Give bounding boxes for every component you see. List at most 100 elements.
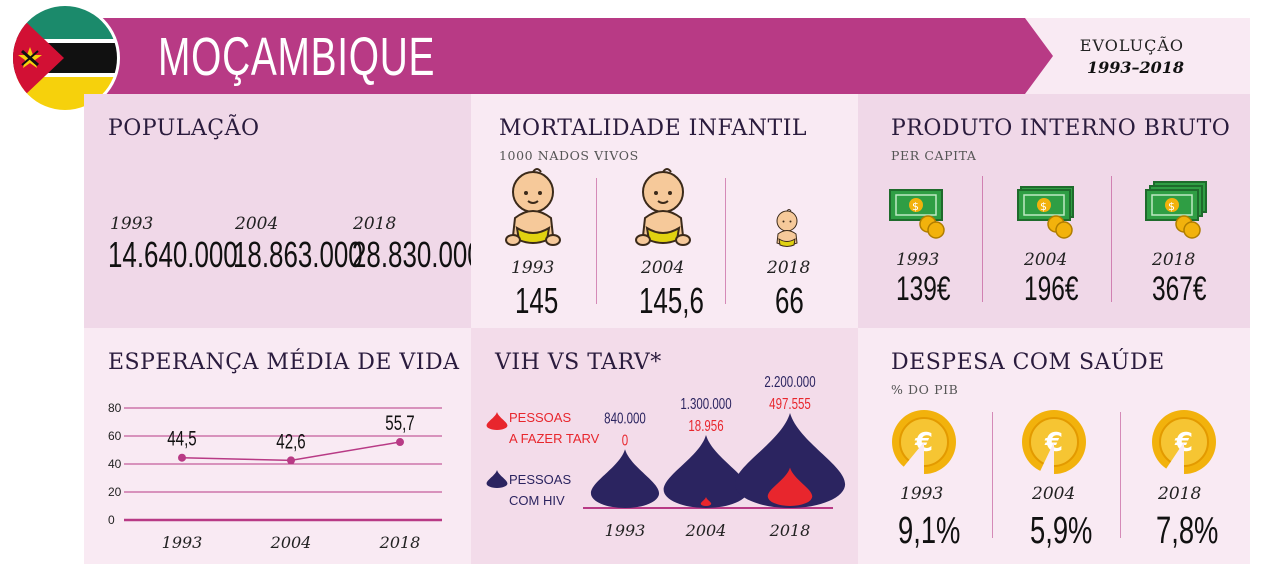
- health-year-2004: 2004: [1032, 484, 1076, 504]
- data-point: [396, 438, 404, 447]
- data-label: 44,5: [167, 426, 196, 450]
- health-spending-panel: DESPESA COM SAÚDE % DO PIB € € € 1993 2004…: [858, 328, 1250, 564]
- tarv-drop: [700, 497, 712, 506]
- money-icon: $: [1017, 186, 1074, 239]
- y-tick-label: 60: [108, 429, 122, 443]
- divider: [1111, 176, 1112, 302]
- life-expectancy-panel: ESPERANÇA MÉDIA DE VIDA 80 60 40 20 0 44,5 199…: [84, 328, 471, 564]
- infant-year-1993: 1993: [511, 258, 555, 278]
- divider: [1120, 412, 1121, 538]
- hiv-drop: [590, 449, 660, 508]
- health-spending-title: DESPESA COM SAÚDE: [891, 350, 1165, 375]
- health-spending-subtitle: % DO PIB: [891, 382, 959, 397]
- x-tick-label: 1993: [605, 521, 646, 540]
- gdp-panel: PRODUTO INTERNO BRUTO PER CAPITA $ $ $ 1…: [858, 94, 1250, 328]
- x-tick-label: 1993: [162, 533, 203, 552]
- infant-value-2018: 66: [775, 280, 804, 321]
- gdp-year-1993: 1993: [896, 250, 940, 270]
- svg-text:$: $: [1040, 200, 1047, 213]
- coin-share-wedge: [1165, 442, 1184, 476]
- data-point: [287, 456, 295, 465]
- data-label: 55,7: [385, 411, 414, 435]
- gdp-value-2018: 367€: [1152, 270, 1207, 308]
- x-tick-label: 2004: [270, 533, 312, 552]
- gdp-value-1993: 139€: [896, 270, 951, 308]
- gdp-title: PRODUTO INTERNO BRUTO: [891, 116, 1231, 141]
- population-value-2018: 28.830.000: [352, 234, 482, 275]
- divider: [596, 178, 597, 304]
- divider: [725, 178, 726, 304]
- infant-mortality-subtitle: 1000 NADOS VIVOS: [499, 148, 639, 163]
- hiv-value-label: 1.300.000: [680, 394, 731, 412]
- health-value-2004: 5,9%: [1030, 510, 1093, 552]
- y-tick-label: 80: [108, 401, 122, 415]
- legend-label: PESSOAS: [509, 410, 571, 425]
- legend-label: PESSOAS: [509, 472, 571, 487]
- evolution-tag-shape: [1025, 18, 1250, 94]
- population-panel: POPULAÇÃO 1993 2004 2018 14.640.000 18.8…: [84, 94, 482, 328]
- infant-year-2004: 2004: [641, 258, 685, 278]
- hiv-chart: PESSOAS A FAZER TARV PESSOAS COM HIV 840.000…: [486, 372, 846, 540]
- population-value-2004: 18.863.000: [233, 234, 363, 275]
- y-tick-label: 40: [108, 457, 122, 471]
- infant-mortality-title: MORTALIDADE INFANTIL: [499, 116, 808, 141]
- euro-symbol: €: [1044, 428, 1063, 458]
- tarv-value-label: 0: [622, 430, 629, 448]
- population-year-2018: 2018: [353, 214, 397, 234]
- tarv-drop: [767, 467, 813, 506]
- infant-mortality-panel: MORTALIDADE INFANTIL 1000 NADOS VIVOS 19…: [471, 94, 858, 328]
- money-icon: $: [889, 189, 945, 239]
- y-tick-label: 0: [108, 513, 115, 527]
- gdp-year-2004: 2004: [1024, 250, 1068, 270]
- legend-hiv-drop: [486, 470, 508, 488]
- baby-icon: [776, 209, 798, 247]
- gdp-year-2018: 2018: [1152, 250, 1196, 270]
- life-expectancy-chart: 80 60 40 20 0 44,5 1993 42,6 2004 55,7 2018: [108, 401, 442, 552]
- x-tick-label: 2018: [379, 533, 421, 552]
- infant-value-1993: 145: [515, 280, 559, 321]
- y-tick-label: 20: [108, 485, 122, 499]
- hiv-value-label: 840.000: [604, 408, 646, 426]
- evolution-tag: EVOLUÇÃO 1993–2018: [1025, 18, 1250, 94]
- tarv-value-label: 18.956: [688, 416, 723, 434]
- health-year-2018: 2018: [1158, 484, 1202, 504]
- life-expectancy-title: ESPERANÇA MÉDIA DE VIDA: [108, 350, 460, 375]
- page-title: MOÇAMBIQUE: [158, 27, 436, 87]
- baby-icon: [635, 168, 691, 246]
- infant-year-2018: 2018: [767, 258, 811, 278]
- baby-icon: [505, 168, 561, 246]
- coin-share-wedge: [1039, 442, 1054, 476]
- evolution-label: EVOLUÇÃO: [1079, 36, 1184, 55]
- data-label: 42,6: [276, 429, 305, 453]
- hiv-drop: [734, 413, 846, 508]
- hiv-panel: VIH VS TARV* PESSOAS A FAZER TARV PESSOAS C…: [471, 328, 858, 564]
- gdp-subtitle: PER CAPITA: [891, 148, 977, 163]
- infant-value-2004: 145,6: [639, 280, 704, 321]
- population-year-1993: 1993: [110, 214, 154, 234]
- tarv-value-label: 497.555: [769, 394, 811, 412]
- divider: [992, 412, 993, 538]
- data-point: [178, 453, 186, 462]
- hiv-drop: [663, 434, 749, 508]
- health-year-1993: 1993: [900, 484, 944, 504]
- hiv-title: VIH VS TARV*: [495, 350, 662, 375]
- health-value-2018: 7,8%: [1156, 510, 1219, 552]
- x-tick-label: 2018: [769, 521, 811, 540]
- gdp-value-2004: 196€: [1024, 270, 1079, 308]
- population-title: POPULAÇÃO: [108, 116, 260, 141]
- hiv-value-label: 2.200.000: [764, 372, 815, 390]
- legend-label: COM HIV: [509, 493, 565, 508]
- svg-text:$: $: [912, 200, 919, 213]
- health-value-1993: 9,1%: [898, 510, 961, 552]
- coin-share-wedge: [902, 442, 924, 476]
- population-value-1993: 14.640.000: [108, 234, 238, 275]
- svg-text:$: $: [1168, 200, 1175, 213]
- x-tick-label: 2004: [685, 521, 727, 540]
- legend-tarv-drop: [486, 412, 508, 430]
- population-year-2004: 2004: [235, 214, 279, 234]
- legend-label: A FAZER TARV: [509, 431, 600, 446]
- euro-coins: € € €: [892, 410, 1216, 476]
- divider: [982, 176, 983, 302]
- evolution-range: 1993–2018: [1086, 58, 1184, 77]
- money-icon: $: [1145, 181, 1207, 239]
